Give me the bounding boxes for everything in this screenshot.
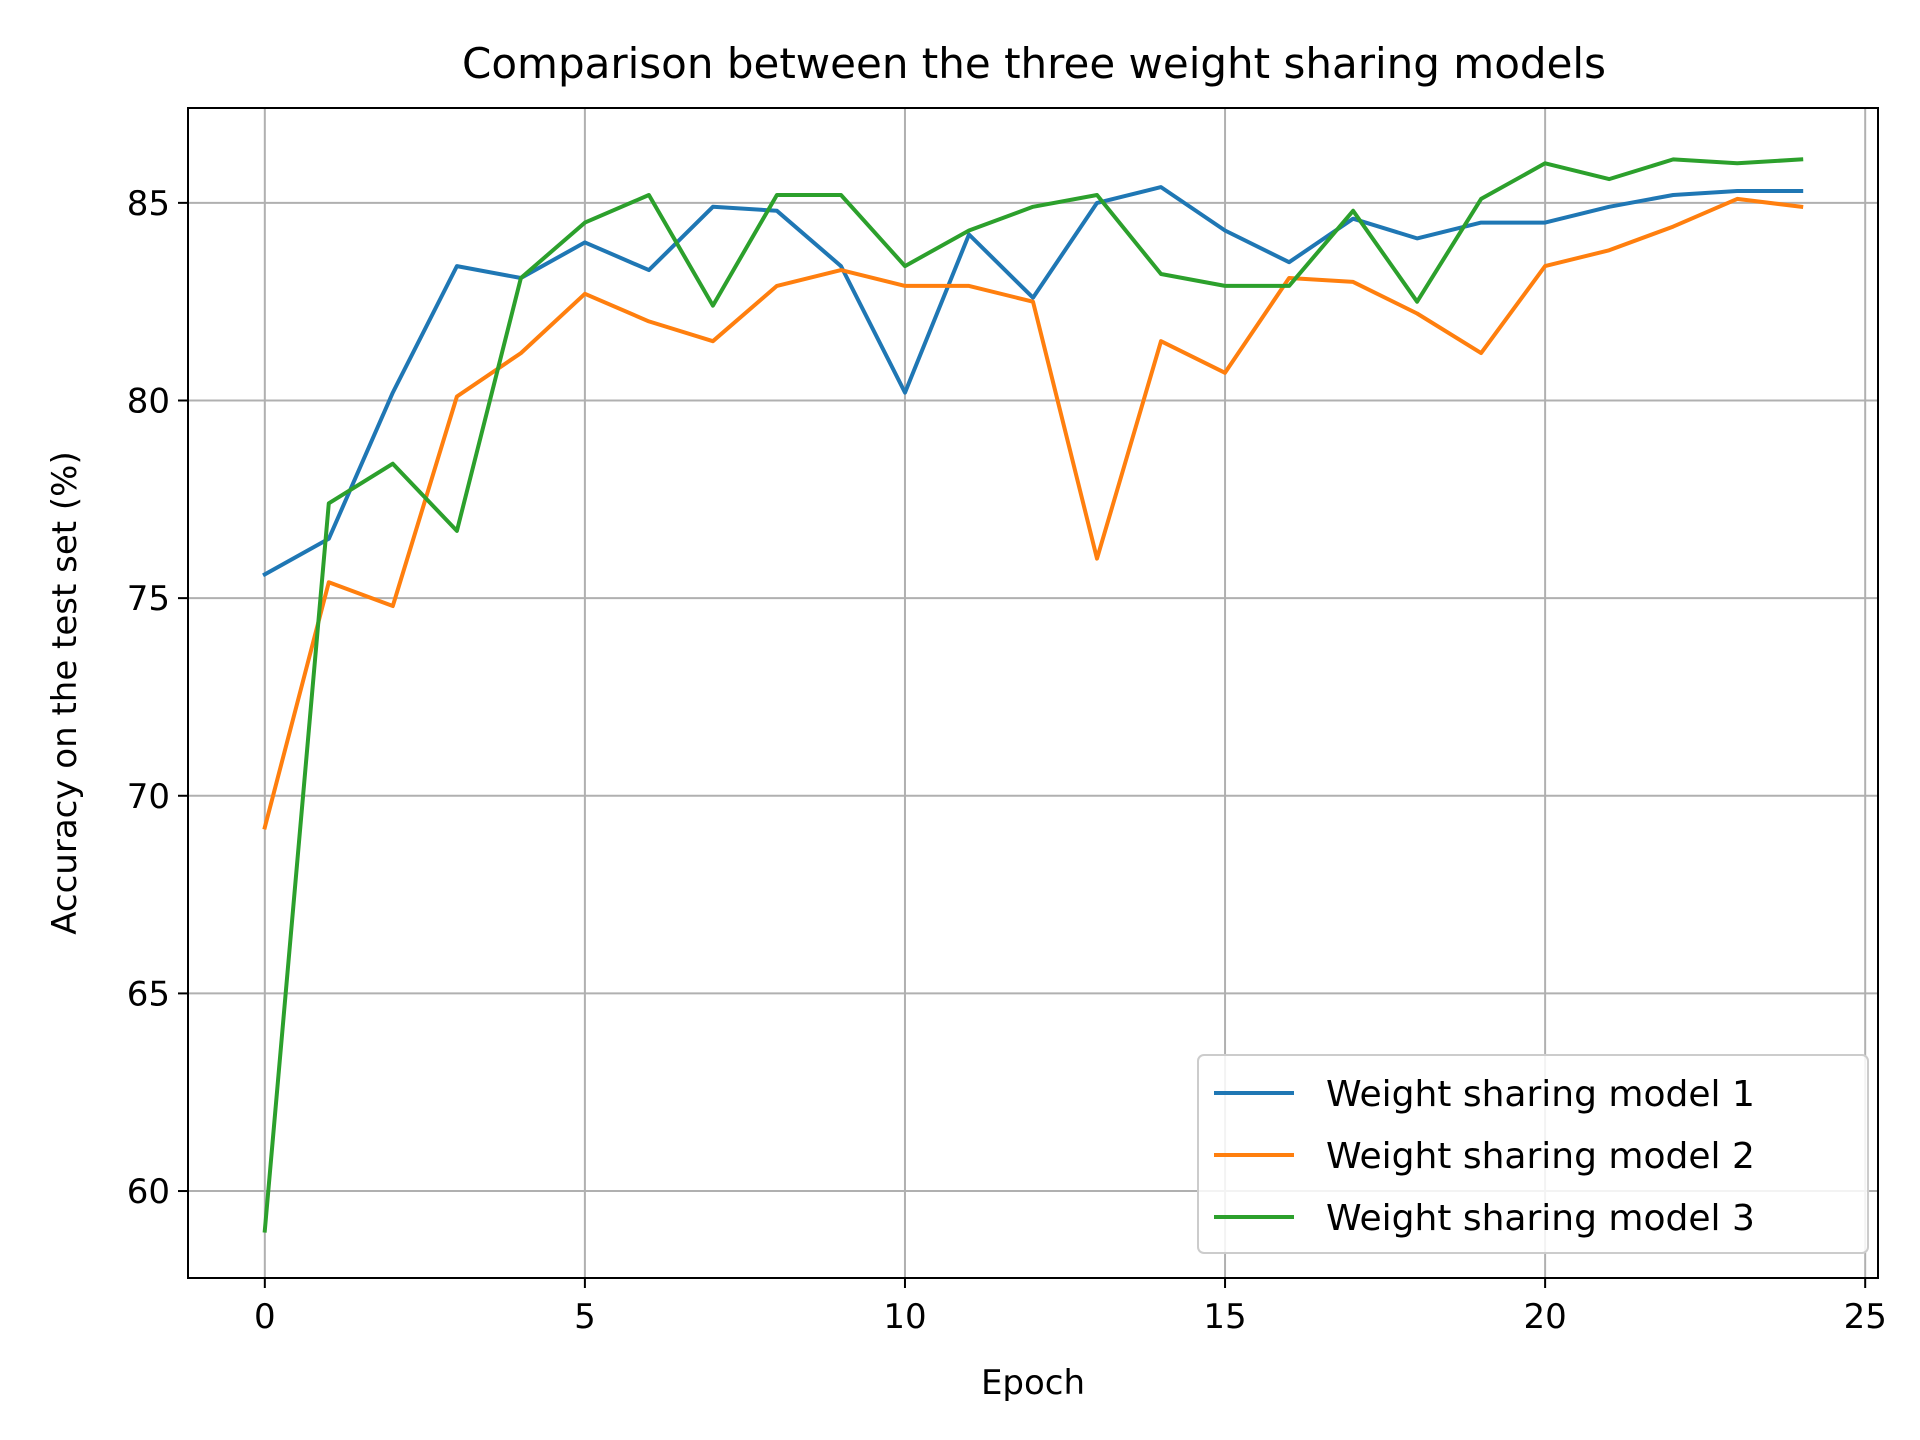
x-tick-label: 10 xyxy=(883,1297,926,1337)
x-tick-label: 20 xyxy=(1523,1297,1566,1337)
x-tick-label: 15 xyxy=(1203,1297,1246,1337)
y-tick-label: 80 xyxy=(127,382,170,422)
x-axis-label: Epoch xyxy=(981,1363,1085,1403)
x-tick-label: 0 xyxy=(254,1297,276,1337)
plot-frame xyxy=(187,107,1879,1279)
x-tick-label: 25 xyxy=(1844,1297,1887,1337)
legend-label-model-2: Weight sharing model 2 xyxy=(1326,1136,1755,1177)
series-line-model-2 xyxy=(262,196,1804,830)
legend-label-model-3: Weight sharing model 3 xyxy=(1326,1198,1755,1239)
series-line-model-3 xyxy=(262,157,1804,1233)
y-tick-label: 70 xyxy=(127,777,170,817)
legend: Weight sharing model 1 Weight sharing mod… xyxy=(1197,1054,1869,1254)
axis-ticks: 0 5 10 15 20 25 60 65 70 75 80 85 xyxy=(127,184,1887,1337)
grid-lines xyxy=(188,108,1878,1278)
y-tick-label: 60 xyxy=(127,1172,170,1212)
series-lines xyxy=(262,157,1804,1233)
x-tick-label: 5 xyxy=(574,1297,596,1337)
legend-box xyxy=(1197,1054,1869,1254)
chart-title: Comparison between the three weight shar… xyxy=(462,39,1606,88)
y-tick-label: 75 xyxy=(127,579,170,619)
y-axis-label: Accuracy on the test set (%) xyxy=(45,451,85,935)
y-tick-label: 65 xyxy=(127,974,170,1014)
legend-label-model-1: Weight sharing model 1 xyxy=(1326,1074,1755,1115)
y-tick-label: 85 xyxy=(127,184,170,224)
